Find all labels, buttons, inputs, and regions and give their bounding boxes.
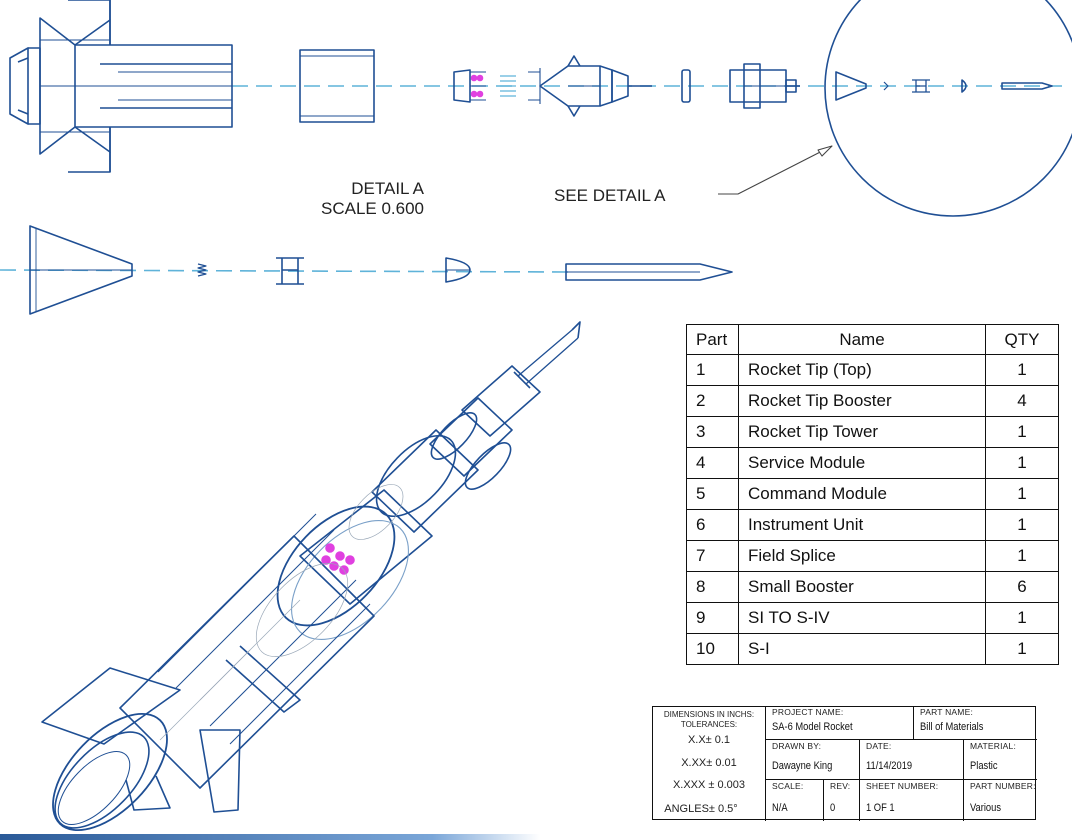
- part-number-value: Various: [970, 802, 1002, 814]
- table-row: 1 Rocket Tip (Top) 1: [686, 354, 1059, 386]
- bom-part: 6: [686, 509, 739, 541]
- bom-name: Service Module: [738, 447, 986, 479]
- detail-a-leader: [718, 145, 833, 195]
- drawn-by-cell: DRAWN BY: Dawayne King: [765, 739, 859, 779]
- table-row: 8 Small Booster 6: [686, 571, 1059, 603]
- table-row: 9 SI TO S-IV 1: [686, 602, 1059, 634]
- bom-name: S-I: [738, 633, 986, 665]
- part-name-value: Bill of Materials: [920, 721, 984, 733]
- bom-qty: 1: [985, 416, 1059, 448]
- bom-name: Rocket Tip Tower: [738, 416, 986, 448]
- bom-header-qty: QTY: [985, 324, 1059, 355]
- bom-qty: 1: [985, 354, 1059, 386]
- bottom-accent-rule: [0, 834, 540, 840]
- bom-part: 9: [686, 602, 739, 634]
- bom-qty: 6: [985, 571, 1059, 603]
- bill-of-materials-table: Part Name QTY 1 Rocket Tip (Top) 1 2 Rocket…: [686, 324, 1059, 665]
- sheet-number-cell: SHEET NUMBER: 1 OF 1: [859, 779, 963, 821]
- material-value: Plastic: [970, 760, 998, 772]
- detail-a-title: DETAIL A: [351, 179, 424, 198]
- tolerance-x: X.X± 0.1: [687, 734, 731, 746]
- service-module-side-view: [729, 63, 800, 109]
- bom-qty: 1: [985, 633, 1059, 665]
- bom-name: Rocket Tip Booster: [738, 385, 986, 417]
- bom-name: SI TO S-IV: [738, 602, 986, 634]
- first-stage-side-view: [9, 0, 233, 173]
- table-row: 5 Command Module 1: [686, 478, 1059, 510]
- part-number-cell: PART NUMBER: Various: [963, 779, 1037, 821]
- bom-part: 7: [686, 540, 739, 572]
- bom-header-row: Part Name QTY: [686, 324, 1059, 355]
- part-name-label: PART NAME:: [920, 707, 974, 717]
- bom-qty: 1: [985, 602, 1059, 634]
- table-row: 6 Instrument Unit 1: [686, 509, 1059, 541]
- rev-cell: REV: 0: [823, 779, 859, 821]
- sheet-number-label: SHEET NUMBER:: [866, 781, 939, 791]
- title-block: DIMENSIONS IN INCHS: TOLERANCES: X.X± 0.…: [652, 706, 1037, 821]
- table-row: 7 Field Splice 1: [686, 540, 1059, 572]
- bom-part: 4: [686, 447, 739, 479]
- bom-qty: 1: [985, 509, 1059, 541]
- scale-value: N/A: [772, 802, 788, 814]
- rev-label: REV:: [830, 781, 851, 791]
- bom-qty: 1: [985, 540, 1059, 572]
- second-stage-side-view: [539, 55, 652, 117]
- bom-header-part: Part: [686, 324, 739, 355]
- bom-qty: 4: [985, 385, 1059, 417]
- table-row: 4 Service Module 1: [686, 447, 1059, 479]
- detail-a-parts-enlarged: [29, 225, 733, 315]
- sheet-number-value: 1 OF 1: [866, 802, 895, 814]
- detail-a-circle: [824, 0, 1072, 217]
- bom-name: Instrument Unit: [738, 509, 986, 541]
- bom-name: Small Booster: [738, 571, 986, 603]
- bom-qty: 1: [985, 447, 1059, 479]
- bom-name: Command Module: [738, 478, 986, 510]
- table-row: 2 Rocket Tip Booster 4: [686, 385, 1059, 417]
- bom-part: 2: [686, 385, 739, 417]
- project-name-value: SA-6 Model Rocket: [772, 721, 853, 733]
- tolerance-xx: X.XX± 0.01: [681, 757, 737, 769]
- bom-qty: 1: [985, 478, 1059, 510]
- detail-a-parts-small: [835, 71, 1053, 101]
- bom-part: 5: [686, 478, 739, 510]
- table-row: 10 S-I 1: [686, 633, 1059, 665]
- date-value: 11/14/2019: [866, 760, 913, 772]
- drawn-by-label: DRAWN BY:: [772, 741, 822, 751]
- tolerances-header: DIMENSIONS IN INCHS: TOLERANCES:: [663, 710, 755, 729]
- interstage-side-view: [299, 49, 375, 123]
- tolerance-xxx: X.XXX ± 0.003: [672, 779, 746, 791]
- small-boosters-side-view: [453, 68, 541, 104]
- bom-part: 10: [686, 633, 739, 665]
- part-name-cell: PART NAME: Bill of Materials: [913, 706, 1037, 739]
- tolerance-angles: ANGLES± 0.5°: [664, 803, 738, 815]
- date-cell: DATE: 11/14/2019: [859, 739, 963, 779]
- scale-cell: SCALE: N/A: [765, 779, 823, 821]
- project-name-cell: PROJECT NAME: SA-6 Model Rocket: [765, 706, 913, 739]
- drawn-by-value: Dawayne King: [772, 760, 833, 772]
- bom-part: 8: [686, 571, 739, 603]
- table-row: 3 Rocket Tip Tower 1: [686, 416, 1059, 448]
- project-name-label: PROJECT NAME:: [772, 707, 844, 717]
- date-label: DATE:: [866, 741, 892, 751]
- rev-value: 0: [830, 802, 836, 814]
- detail-a-scale: SCALE 0.600: [320, 199, 424, 218]
- material-label: MATERIAL:: [970, 741, 1017, 751]
- scale-label: SCALE:: [772, 781, 804, 791]
- material-cell: MATERIAL: Plastic: [963, 739, 1037, 779]
- field-splice-side-view: [681, 69, 691, 103]
- part-number-label: PART NUMBER:: [970, 781, 1036, 791]
- bom-name: Rocket Tip (Top): [738, 354, 986, 386]
- bom-part: 1: [686, 354, 739, 386]
- isometric-rocket-assembly: [41, 321, 581, 832]
- bom-name: Field Splice: [738, 540, 986, 572]
- bom-part: 3: [686, 416, 739, 448]
- bom-header-name: Name: [738, 324, 986, 355]
- see-detail-a-callout: SEE DETAIL A: [554, 186, 666, 205]
